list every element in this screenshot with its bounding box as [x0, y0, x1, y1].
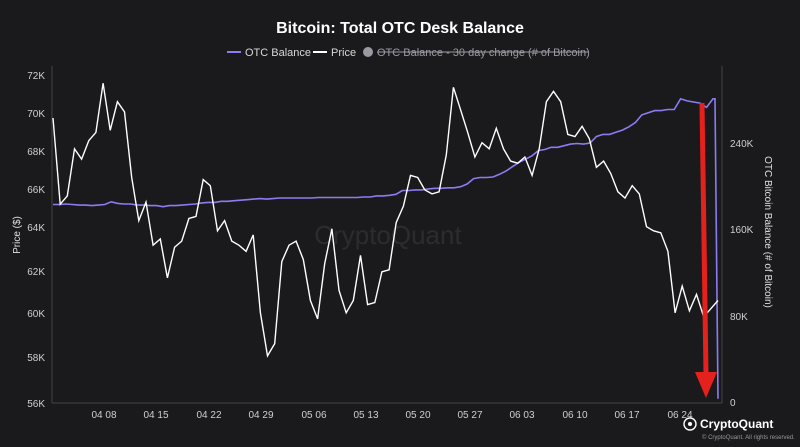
x-tick: 04 29 — [248, 410, 273, 421]
series-otc-balance — [53, 97, 719, 399]
cryptoquant-logo-dot-icon — [688, 422, 692, 426]
x-ticks: 04 08 04 15 04 22 04 29 05 06 05 13 05 2… — [91, 410, 692, 421]
left-y-ticks: 72K 70K 68K 66K 64K 62K 60K 58K 56K — [27, 71, 45, 410]
x-tick: 04 08 — [91, 410, 116, 421]
x-tick: 05 06 — [301, 410, 326, 421]
brand-name: CryptoQuant — [700, 417, 773, 431]
legend: OTC Balance Price OTC Balance - 30 day c… — [227, 47, 590, 59]
x-tick: 05 27 — [457, 410, 482, 421]
right-y-tick: 160K — [730, 225, 754, 236]
left-y-tick: 58K — [27, 353, 45, 364]
x-tick: 06 10 — [562, 410, 587, 421]
left-y-tick: 56K — [27, 399, 45, 410]
right-y-ticks: 240K 160K 80K 0 — [730, 139, 754, 409]
left-y-tick: 70K — [27, 109, 45, 120]
legend-price[interactable]: Price — [331, 47, 356, 59]
red-arrow-head — [695, 372, 717, 398]
right-axis-title: OTC Bitcoin Balance (# of Bitcoin) — [762, 156, 773, 308]
legend-30day-change[interactable]: OTC Balance - 30 day change (# of Bitcoi… — [377, 47, 590, 59]
left-y-tick: 72K — [27, 71, 45, 82]
x-tick: 06 03 — [509, 410, 534, 421]
left-axis-title: Price ($) — [12, 216, 23, 254]
left-y-tick: 66K — [27, 185, 45, 196]
cryptoquant-logo-icon — [683, 417, 697, 431]
left-y-tick: 68K — [27, 147, 45, 158]
right-y-tick: 0 — [730, 398, 736, 409]
right-y-tick: 240K — [730, 139, 754, 150]
left-y-tick: 62K — [27, 267, 45, 278]
x-tick: 04 22 — [196, 410, 221, 421]
x-tick: 06 17 — [614, 410, 639, 421]
x-tick: 06 24 — [667, 410, 692, 421]
copyright: © CryptoQuant. All rights reserved. — [702, 434, 795, 441]
series-price — [52, 83, 719, 358]
chart-title: Bitcoin: Total OTC Desk Balance — [276, 20, 524, 37]
red-arrow-annotation — [695, 102, 717, 398]
red-arrow-shaft — [699, 102, 709, 376]
branding: CryptoQuant © CryptoQuant. All rights re… — [683, 417, 795, 441]
legend-30day-change-swatch — [363, 47, 373, 57]
x-tick: 05 20 — [405, 410, 430, 421]
legend-otc-balance[interactable]: OTC Balance — [245, 47, 311, 59]
x-tick: 05 13 — [353, 410, 378, 421]
watermark: CryptoQuant — [314, 220, 462, 250]
left-y-tick: 64K — [27, 223, 45, 234]
x-tick: 04 15 — [143, 410, 168, 421]
left-y-tick: 60K — [27, 309, 45, 320]
right-y-tick: 80K — [730, 312, 748, 323]
